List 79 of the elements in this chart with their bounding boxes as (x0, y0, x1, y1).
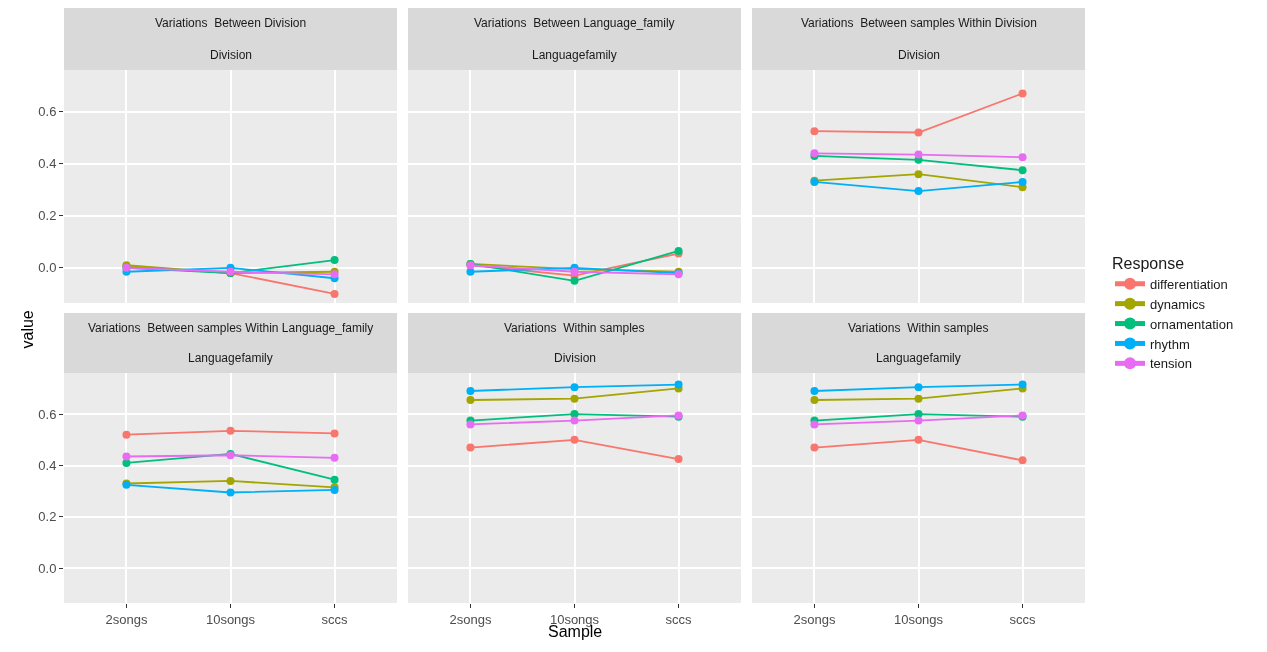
x-tick-label: sccs (1009, 611, 1037, 627)
point (914, 410, 923, 419)
y-tick-label: 0.6 (38, 406, 57, 422)
point (330, 453, 339, 462)
point (914, 394, 923, 403)
point (330, 475, 339, 484)
y-tick-label: 0.4 (38, 156, 57, 172)
point (1018, 89, 1027, 98)
chart-subtitle: Languagefamily (188, 351, 273, 365)
point (226, 488, 235, 497)
point (1018, 166, 1027, 175)
legend-label: dynamics (1150, 296, 1206, 312)
point (674, 380, 683, 389)
y-tick-label: 0.0 (38, 560, 57, 576)
point (226, 476, 235, 485)
point (330, 429, 339, 438)
legend-title: Response (1112, 254, 1185, 272)
point (122, 452, 131, 461)
point (810, 443, 819, 452)
point (810, 420, 819, 429)
point (466, 386, 475, 395)
chart-subtitle: Division (210, 48, 253, 62)
point (810, 127, 819, 136)
point (570, 383, 579, 392)
x-tick-label: sccs (321, 611, 349, 627)
point (466, 395, 475, 404)
point (466, 443, 475, 452)
legend-label: differentiation (1150, 276, 1228, 292)
point (226, 426, 235, 435)
x-tick-label: 2songs (105, 611, 148, 627)
point (466, 420, 475, 429)
chart-subtitle: Languagefamily (532, 48, 617, 62)
point (570, 394, 579, 403)
x-tick-label: 2songs (449, 611, 492, 627)
x-tick-label: 10songs (205, 611, 256, 627)
legend-label: tension (1150, 356, 1192, 372)
point (1018, 380, 1027, 389)
chart-title: Variations Between Language_family (474, 16, 675, 30)
y-tick-label: 0.2 (38, 509, 57, 525)
y-tick-label: 0.0 (38, 260, 57, 276)
point (330, 289, 339, 298)
point (914, 416, 923, 425)
chart-title: Variations Between samples Within Division (801, 16, 1037, 30)
point (570, 410, 579, 419)
y-tick-label: 0.2 (38, 208, 57, 224)
point (810, 395, 819, 404)
point (122, 458, 131, 467)
point (1018, 456, 1027, 465)
point (122, 430, 131, 439)
chart-title: Variations Between samples Within Language_family (88, 321, 374, 335)
point (330, 256, 339, 265)
point (914, 128, 923, 137)
legend-label: ornamentation (1150, 316, 1234, 332)
x-tick-label: 10songs (893, 611, 944, 627)
chart-title: Variations Within samples (848, 321, 989, 335)
point (914, 187, 923, 196)
point (914, 150, 923, 159)
point (674, 455, 683, 464)
chart-subtitle: Division (898, 48, 941, 62)
y-tick-label: 0.4 (38, 458, 57, 474)
point (570, 435, 579, 444)
point (570, 416, 579, 425)
x-tick-label: sccs (665, 611, 693, 627)
point (914, 383, 923, 392)
y-axis-title: value (18, 310, 36, 349)
chart-title: Variations Between Division (155, 16, 307, 30)
chart-title: Variations Within samples (504, 321, 645, 335)
point (810, 386, 819, 395)
point (570, 276, 579, 285)
point (1018, 177, 1027, 186)
legend-label: rhythm (1150, 336, 1190, 352)
chart-subtitle: Division (554, 351, 597, 365)
point (466, 267, 475, 276)
point (1018, 153, 1027, 162)
x-tick-label: 2songs (793, 611, 836, 627)
chart-subtitle: Languagefamily (876, 351, 961, 365)
y-tick-label: 0.6 (38, 104, 57, 120)
point (914, 170, 923, 179)
point (914, 435, 923, 444)
